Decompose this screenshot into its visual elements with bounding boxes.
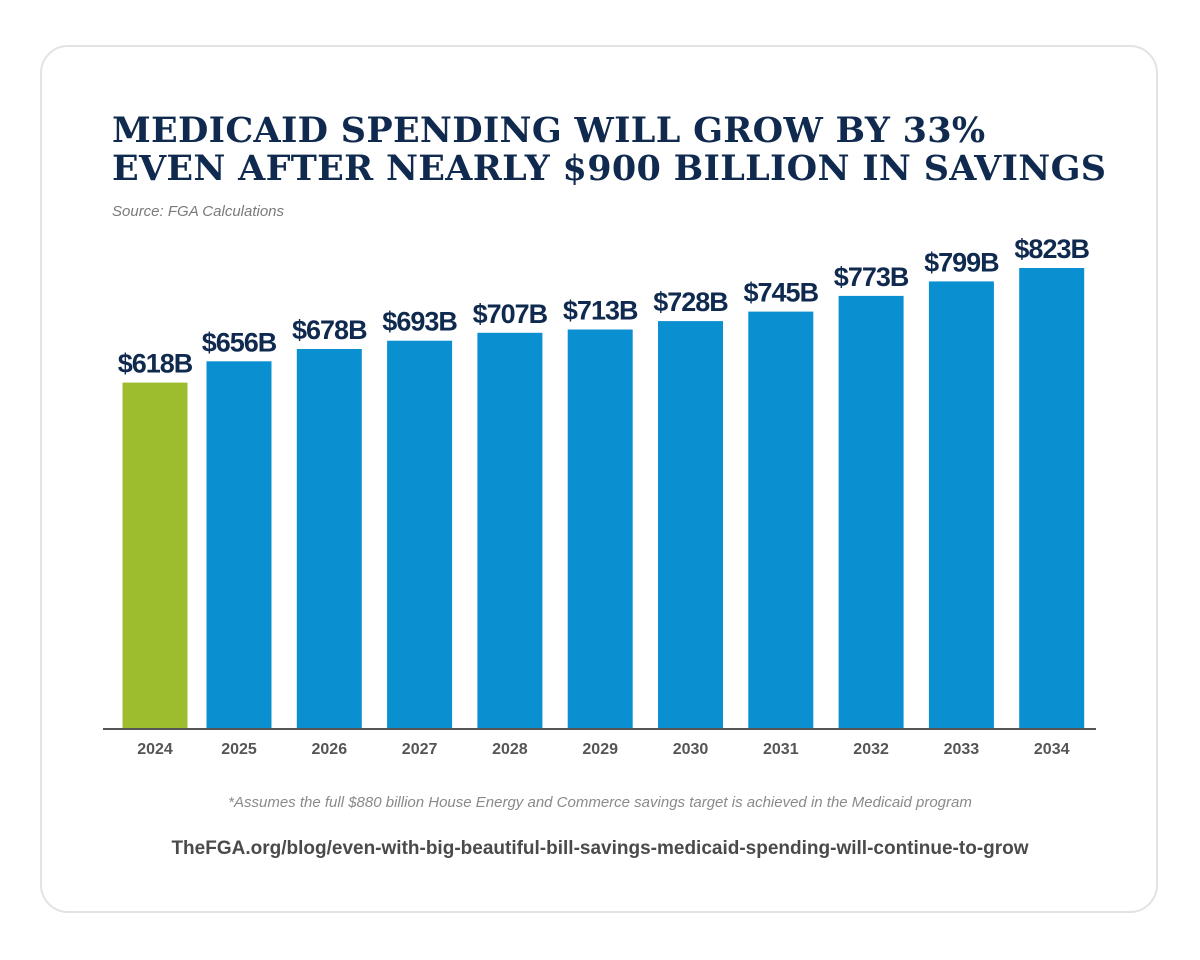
- bar-2027: [387, 340, 453, 728]
- data-label-2028: $707B: [473, 299, 548, 329]
- x-tick-2033: 2033: [944, 741, 980, 758]
- bar-2033: [928, 281, 994, 728]
- footnote: *Assumes the full $880 billion House Ene…: [228, 794, 972, 811]
- bars: [122, 268, 1085, 728]
- x-tick-2034: 2034: [1034, 741, 1070, 758]
- bar-2034: [1019, 268, 1085, 728]
- bar-2024: [122, 382, 188, 728]
- x-tick-2028: 2028: [492, 741, 528, 758]
- chart-title-line-1: MEDICAID SPENDING WILL GROW BY 33%: [112, 110, 986, 151]
- bar-2028: [477, 332, 543, 728]
- x-tick-2032: 2032: [853, 741, 889, 758]
- bar-2026: [296, 349, 362, 728]
- chart-title-line-2: EVEN AFTER NEARLY $900 BILLION IN SAVING…: [112, 148, 1107, 189]
- x-tick-2030: 2030: [673, 741, 709, 758]
- data-label-2025: $656B: [202, 327, 277, 357]
- data-label-2026: $678B: [292, 315, 367, 345]
- bar-2031: [748, 311, 814, 728]
- x-tick-2025: 2025: [221, 741, 257, 758]
- x-tick-2029: 2029: [582, 741, 618, 758]
- bar-2029: [567, 329, 633, 728]
- data-label-2031: $745B: [744, 278, 819, 308]
- data-label-2033: $799B: [924, 247, 999, 277]
- x-tick-2031: 2031: [763, 741, 799, 758]
- x-tick-2026: 2026: [312, 741, 348, 758]
- chart-title: MEDICAID SPENDING WILL GROW BY 33% EVEN …: [112, 112, 1106, 188]
- data-label-2027: $693B: [382, 307, 457, 337]
- source-note: Source: FGA Calculations: [112, 203, 285, 220]
- bar-2030: [658, 321, 723, 728]
- bar-2032: [838, 295, 904, 728]
- data-label-2030: $728B: [653, 287, 728, 317]
- source-url: TheFGA.org/blog/even-with-big-beautiful-…: [171, 838, 1029, 859]
- data-label-2029: $713B: [563, 296, 638, 326]
- data-label-2032: $773B: [834, 262, 909, 292]
- data-label-2034: $823B: [1014, 234, 1089, 264]
- x-tick-2027: 2027: [402, 741, 438, 758]
- data-label-2024: $618B: [118, 349, 193, 379]
- x-tick-2024: 2024: [137, 741, 173, 758]
- bar-2025: [206, 361, 272, 728]
